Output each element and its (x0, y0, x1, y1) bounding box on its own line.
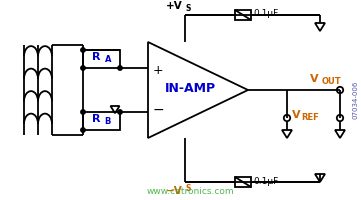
Text: OUT: OUT (322, 77, 342, 86)
Text: +V: +V (166, 1, 183, 11)
Bar (83, 50, 120, 68)
Bar (235, 177, 251, 187)
Circle shape (118, 110, 122, 114)
Circle shape (81, 48, 85, 52)
Circle shape (81, 128, 85, 132)
Text: V: V (310, 74, 319, 84)
Text: 07034-006: 07034-006 (353, 81, 359, 119)
Text: R: R (92, 114, 101, 124)
Circle shape (118, 66, 122, 70)
Text: www.cntronics.com: www.cntronics.com (146, 188, 234, 196)
Text: −: − (152, 103, 164, 117)
Text: S: S (186, 4, 191, 13)
Text: −V: −V (166, 186, 183, 196)
Text: +: + (153, 64, 163, 76)
Text: B: B (104, 116, 111, 126)
Circle shape (81, 110, 85, 114)
Text: IN-AMP: IN-AMP (165, 82, 216, 95)
Bar (235, 10, 251, 20)
Text: REF: REF (301, 112, 319, 121)
Text: A: A (104, 54, 111, 64)
Text: 0.1μF: 0.1μF (253, 9, 278, 19)
Text: V: V (292, 110, 301, 120)
Text: S: S (186, 184, 191, 193)
Text: 0.1μF: 0.1μF (253, 176, 278, 186)
Text: R: R (92, 52, 101, 62)
Circle shape (81, 66, 85, 70)
Bar (83, 112, 120, 130)
